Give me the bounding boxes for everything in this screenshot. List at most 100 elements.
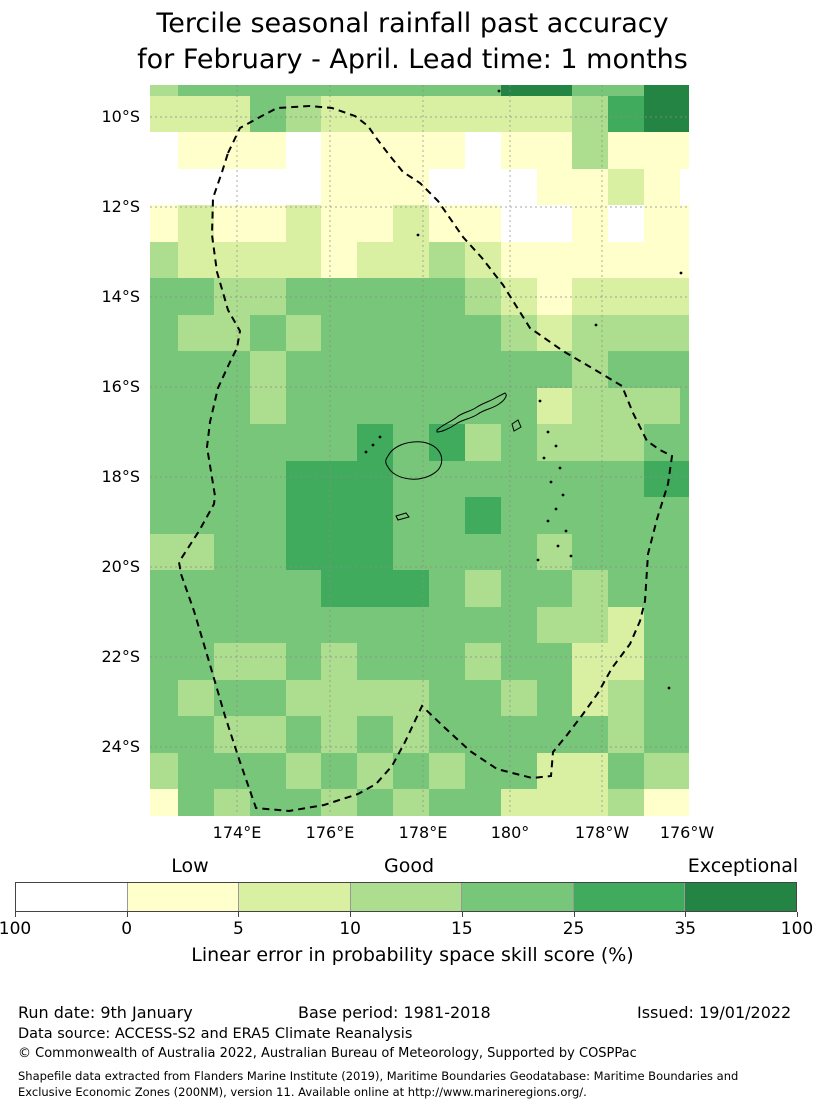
- map-cell: [285, 241, 323, 279]
- map-cell: [536, 205, 574, 243]
- map-cell: [572, 85, 609, 97]
- map-cell: [644, 387, 681, 425]
- map-cell: [500, 387, 538, 425]
- map-cell: [393, 789, 430, 816]
- map-cell: [285, 533, 323, 571]
- map-cell: [150, 570, 179, 608]
- map-cell: [644, 606, 681, 644]
- colorbar: [15, 882, 797, 912]
- colorbar-tick-label: 10: [339, 919, 361, 939]
- map-cell: [393, 85, 430, 97]
- map-cell: [536, 351, 574, 389]
- map-cell: [572, 752, 609, 790]
- shapefile-text-line2: Exclusive Economic Zones (200NM), versio…: [18, 1085, 587, 1099]
- colorbar-segment: [239, 883, 351, 911]
- map-cell: [608, 168, 645, 206]
- map-cell: [608, 387, 645, 425]
- colorbar-tick: [573, 912, 575, 917]
- map-cell: [464, 132, 502, 170]
- map-cell: [321, 132, 358, 170]
- map-cell: [428, 241, 466, 279]
- lat-axis-label: 16°S: [101, 377, 140, 396]
- map-cell: [285, 643, 323, 681]
- colorbar-tick-label: 15: [451, 919, 473, 939]
- map-cell: [428, 460, 466, 498]
- map-cell: [150, 95, 179, 133]
- map-cell: [679, 278, 689, 316]
- map-cell: [608, 278, 645, 316]
- map-cell: [249, 533, 287, 571]
- copyright-text: © Commonwealth of Australia 2022, Austra…: [18, 1046, 637, 1061]
- map-cell: [393, 570, 430, 608]
- map-cell: [249, 570, 287, 608]
- map-cell: [500, 241, 538, 279]
- map-cell: [679, 85, 689, 97]
- map-cell: [572, 460, 609, 498]
- map-cell: [150, 789, 179, 816]
- map-cell: [321, 643, 358, 681]
- island-dot: [538, 399, 542, 403]
- map-cell: [357, 533, 394, 571]
- map-cell: [357, 95, 394, 133]
- map-cell: [572, 314, 609, 352]
- map-cell: [178, 533, 215, 571]
- map-cell: [357, 606, 394, 644]
- map-cell: [428, 497, 466, 535]
- map-cell: [249, 314, 287, 352]
- island-dot: [564, 529, 568, 533]
- run-date-text: Run date: 9th January: [18, 1003, 193, 1022]
- map-cell: [178, 85, 215, 97]
- island-dot: [497, 89, 501, 93]
- lat-axis-label: 24°S: [101, 737, 140, 756]
- colorbar-tick-label: 100: [0, 919, 32, 939]
- map-cell: [464, 241, 502, 279]
- colorbar-segment: [16, 883, 128, 911]
- shapefile-text-line1: Shapefile data extracted from Flanders M…: [18, 1069, 739, 1083]
- map-cell: [213, 387, 251, 425]
- map-cell: [679, 241, 689, 279]
- map-cell: [428, 132, 466, 170]
- map-cell: [285, 95, 323, 133]
- colorbar-tick: [797, 912, 798, 917]
- map-cell: [150, 716, 179, 754]
- map-cell: [679, 460, 689, 498]
- map-cell: [150, 205, 179, 243]
- map-cell: [608, 789, 645, 816]
- colorbar-tick-label: 25: [562, 919, 585, 939]
- map-cell: [178, 95, 215, 133]
- map-cell: [150, 752, 179, 790]
- map-cell: [321, 85, 358, 97]
- map-cell: [644, 533, 681, 571]
- map-cell: [213, 570, 251, 608]
- lat-axis-label: 14°S: [101, 287, 140, 306]
- map-cell: [213, 314, 251, 352]
- island-dot: [667, 686, 671, 690]
- map-cell: [572, 132, 609, 170]
- lon-axis-label: 176°W: [659, 823, 715, 842]
- map-cell: [464, 606, 502, 644]
- map-cell: [285, 679, 323, 717]
- map-cell: [428, 570, 466, 608]
- map-cell: [150, 387, 179, 425]
- map-cell: [572, 351, 609, 389]
- lat-axis-label: 10°S: [101, 107, 140, 126]
- map-cell: [500, 460, 538, 498]
- island-dot: [679, 271, 683, 275]
- map-cell: [572, 278, 609, 316]
- map-cell: [285, 168, 323, 206]
- map-cell: [464, 168, 502, 206]
- lat-axis-label: 12°S: [101, 197, 140, 216]
- map-cell: [357, 132, 394, 170]
- map-cell: [321, 314, 358, 352]
- map-cell: [572, 789, 609, 816]
- map-cell: [393, 533, 430, 571]
- map-cell: [500, 168, 538, 206]
- map-cell: [464, 679, 502, 717]
- map-cell: [679, 533, 689, 571]
- map-cell: [393, 314, 430, 352]
- map-cell: [249, 85, 287, 97]
- map-cell: [213, 606, 251, 644]
- map-cell: [428, 789, 466, 816]
- base-period-text: Base period: 1981-2018: [298, 1003, 491, 1022]
- map-cell: [285, 314, 323, 352]
